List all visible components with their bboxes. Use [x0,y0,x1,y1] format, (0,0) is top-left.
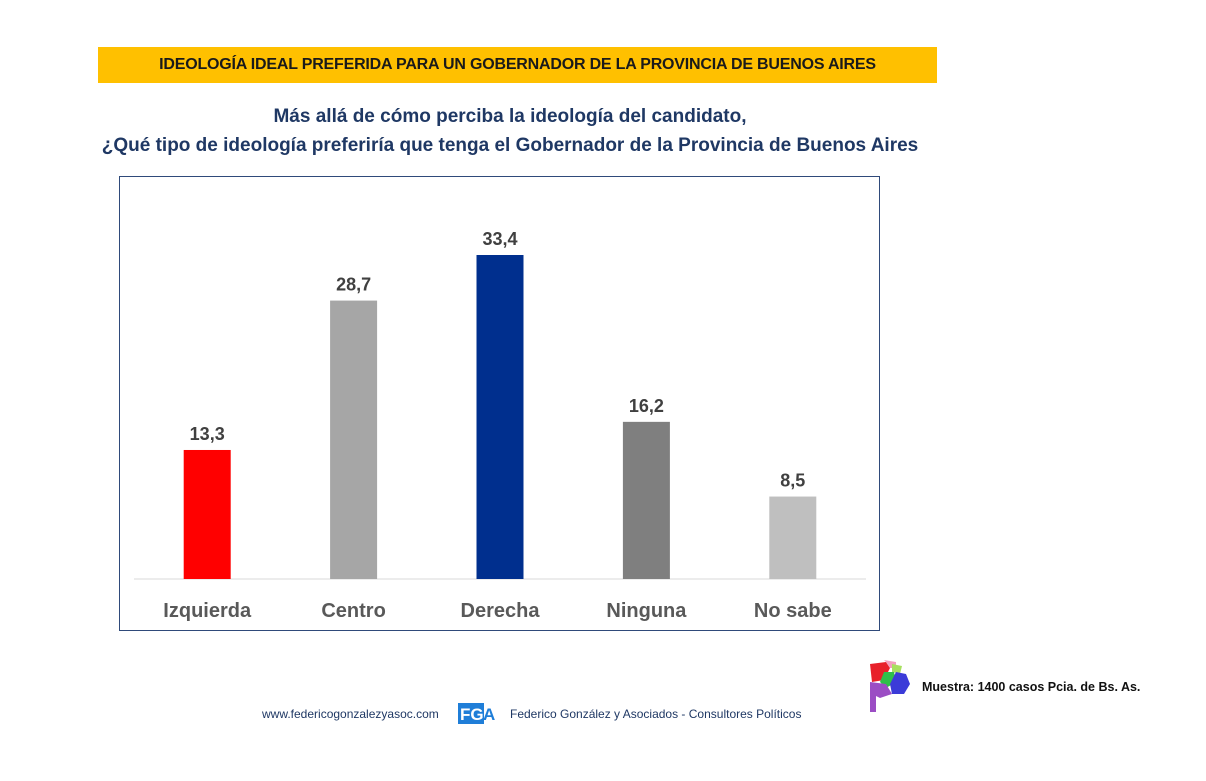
data-label: 28,7 [336,275,371,295]
bar-chart: 13,3 Izquierda 28,7 Centro 33,4 Derecha 16,2 Ni… [134,229,866,622]
website-link[interactable]: www.federicogonzalezyasoc.com [262,707,439,721]
bar-ninguna [622,421,670,579]
banner-title: IDEOLOGÍA IDEAL PREFERIDA PARA UN GOBERN… [159,56,876,73]
bar-no-sabe [769,496,817,579]
x-tick-label: Centro [321,600,385,622]
buenos-aires-map-icon [870,660,910,712]
x-tick-label: No sabe [754,600,832,622]
subtitle-line-1: Más allá de cómo perciba la ideología de… [273,106,747,127]
fga-logo-icon: FG A [458,703,495,724]
subtitle-line-2: ¿Qué tipo de ideología preferiría que te… [101,135,919,156]
sample-note: Muestra: 1400 casos Pcia. de Bs. As. [922,680,1141,694]
x-tick-label: Derecha [461,600,541,622]
title-banner: IDEOLOGÍA IDEAL PREFERIDA PARA UN GOBERN… [98,47,937,83]
x-tick-label: Ninguna [606,600,687,622]
firm-name: Federico González y Asociados - Consulto… [510,707,802,721]
data-label: 16,2 [629,396,664,416]
chart-frame: 13,3 Izquierda 28,7 Centro 33,4 Derecha 16,2 Ni… [119,176,880,631]
logo-text-a: A [483,705,495,724]
logo-text-fg: FG [460,705,484,724]
data-label: 13,3 [190,424,225,444]
bar-centro [330,300,378,579]
x-tick-label: Izquierda [163,600,252,622]
bar-derecha [476,255,524,579]
data-label: 33,4 [482,229,517,249]
bar-izquierda [183,449,231,579]
data-label: 8,5 [780,471,805,491]
